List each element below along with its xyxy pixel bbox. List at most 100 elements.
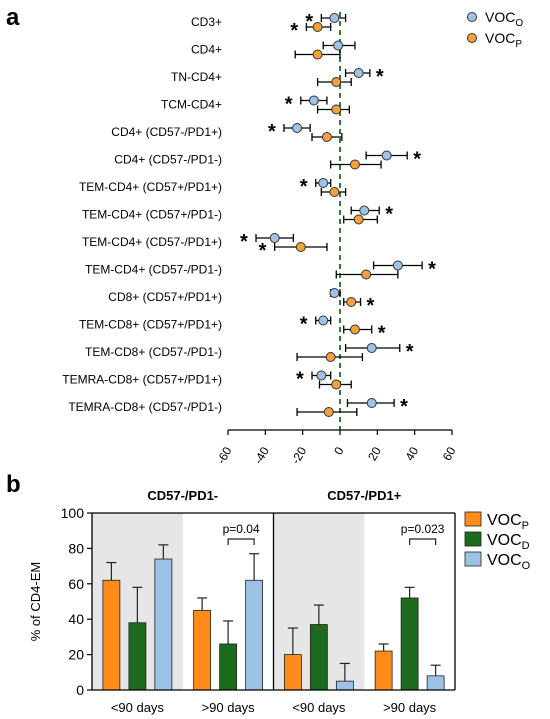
- significance-star: *: [385, 204, 393, 226]
- y-axis-label: % of CD4-EM: [28, 562, 43, 641]
- data-point: [318, 315, 329, 326]
- category-labels: CD3+ CD4+ TN-CD4+ TCM-CD4+ CD4+ (CD57-/PD1+)…: [62, 15, 222, 414]
- x-tick-label: 0: [331, 444, 347, 457]
- significance-star: *: [296, 369, 304, 391]
- x-category-label: <90 days: [292, 700, 346, 715]
- group-title: CD57-/PD1-: [147, 488, 218, 503]
- data-point: [331, 379, 342, 390]
- y-tick-label: 0: [76, 682, 84, 698]
- y-tick-label: 100: [61, 505, 85, 521]
- data-point: [353, 68, 364, 78]
- bar: [335, 680, 354, 691]
- significance-star: *: [305, 11, 313, 33]
- category-label: TCM-CD4+: [161, 98, 222, 112]
- category-label: TEM-CD4+ (CD57-/PD1+): [82, 235, 222, 249]
- significance-star: *: [413, 149, 421, 171]
- x-tick-label: -60: [214, 444, 235, 465]
- y-tick-label: 20: [68, 647, 84, 663]
- legend-label: VOCP: [485, 30, 522, 50]
- data-point: [392, 260, 403, 271]
- y-tick-label: 40: [68, 611, 84, 627]
- bar: [219, 643, 238, 691]
- data-point: [312, 49, 323, 60]
- significance-star: *: [300, 314, 308, 336]
- legend-swatch: [464, 511, 482, 527]
- x-tick-label: 60: [440, 444, 459, 463]
- significance-star: *: [240, 231, 248, 253]
- data-point: [331, 77, 342, 87]
- category-label: TEM-CD8+ (CD57-/PD1-): [85, 345, 222, 359]
- data-point: [361, 269, 372, 280]
- significance-star: *: [367, 295, 375, 317]
- bar: [309, 624, 328, 691]
- significance-star: *: [376, 66, 384, 88]
- category-label: TEM-CD4+ (CD57+/PD1+): [79, 180, 222, 194]
- data-point: [366, 343, 377, 353]
- data-point: [318, 178, 329, 188]
- bar: [102, 579, 121, 691]
- x-category-label: <90 days: [111, 700, 165, 715]
- data-point: [349, 159, 360, 170]
- data-point: [346, 297, 357, 307]
- data-point: [308, 95, 319, 106]
- p-value-label: p=0.04: [223, 522, 260, 536]
- data-point: [329, 288, 340, 298]
- data-point: [353, 214, 364, 225]
- data-point: [366, 398, 377, 408]
- bar: [426, 675, 445, 691]
- bar: [128, 622, 147, 691]
- x-tick-label: -40: [251, 444, 272, 465]
- data-point: [323, 407, 334, 417]
- significance-star: *: [290, 20, 298, 42]
- x-axis: -60 -40 -20 0 20 40 60: [214, 429, 459, 465]
- x-tick-label: 20: [365, 444, 384, 463]
- x-tick-label: 40: [402, 444, 421, 463]
- data-point: [329, 187, 340, 197]
- data-point: [333, 40, 344, 51]
- significance-bracket: [227, 538, 255, 545]
- significance-star: *: [259, 240, 267, 262]
- category-label: CD4+ (CD57-/PD1-): [114, 153, 222, 167]
- legend-marker: [467, 12, 477, 22]
- category-label: CD4+ (CD57-/PD1+): [111, 125, 222, 139]
- significance-star: *: [268, 121, 276, 143]
- x-category-label: >90 days: [202, 700, 256, 715]
- data-marks: ********* **** ****: [240, 11, 436, 430]
- bar: [374, 650, 393, 691]
- data-point: [312, 22, 323, 32]
- x-tick-label: -20: [288, 444, 309, 465]
- legend-label: VOCD: [487, 532, 530, 552]
- data-point: [295, 242, 306, 252]
- bar: [400, 597, 419, 691]
- significance-star: *: [406, 341, 414, 363]
- data-point: [321, 132, 332, 142]
- significance-star: *: [285, 94, 293, 116]
- p-value-label: p=0.023: [401, 522, 445, 536]
- category-label: CD8+ (CD57+/PD1+): [108, 290, 222, 304]
- group-title: CD57-/PD1+: [327, 488, 401, 503]
- y-tick-label: 80: [68, 540, 84, 556]
- category-label: TEM-CD4+ (CD57-/PD1-): [85, 263, 222, 277]
- significance-star: *: [378, 323, 386, 345]
- data-point: [359, 205, 370, 216]
- x-category-label: >90 days: [383, 700, 437, 715]
- legend-marker: [467, 33, 477, 43]
- data-point: [349, 324, 360, 335]
- panel-label-b: b: [6, 471, 21, 498]
- bar: [245, 579, 264, 691]
- data-point: [381, 150, 392, 161]
- data-point: [325, 352, 336, 362]
- bar: [283, 654, 302, 691]
- significance-star: *: [428, 259, 436, 281]
- bar-chart: b CD57-/PD1- <90 days >90 days p=0.04 CD57-/…: [6, 471, 531, 715]
- legend-label: VOCO: [487, 552, 531, 572]
- category-label: TEM-CD4+ (CD57+/PD1-): [82, 208, 222, 222]
- legend-swatch: [464, 531, 482, 547]
- significance-bracket: [409, 538, 437, 545]
- data-point: [331, 104, 342, 115]
- data-point: [269, 233, 280, 243]
- category-label: TEMRA-CD8+ (CD57-/PD1-): [68, 400, 222, 414]
- bar: [193, 609, 212, 691]
